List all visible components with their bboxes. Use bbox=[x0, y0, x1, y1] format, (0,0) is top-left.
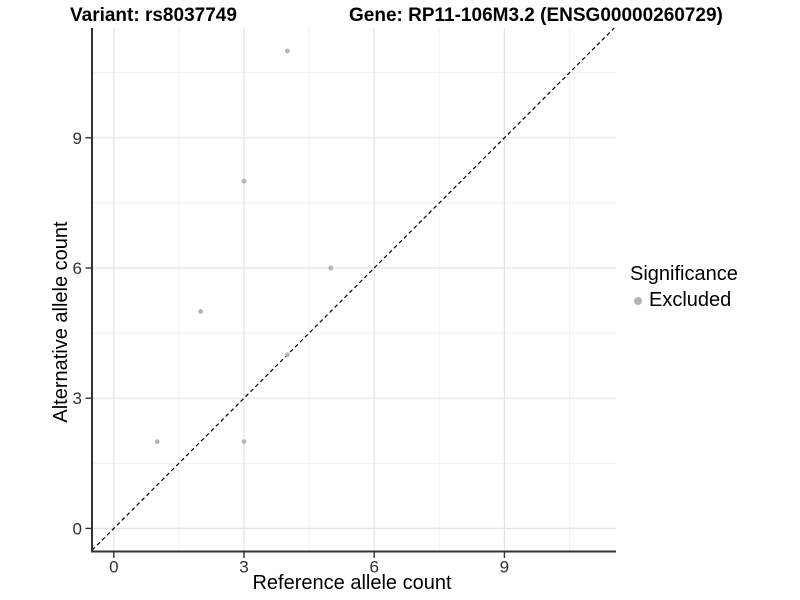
data-point bbox=[241, 439, 247, 444]
legend-item-label: Excluded bbox=[649, 289, 732, 311]
legend: Significance Excluded bbox=[630, 263, 738, 312]
identity-dashed-line bbox=[91, 27, 615, 551]
data-point bbox=[285, 48, 290, 54]
data-point bbox=[241, 178, 247, 184]
x-tick-label: 3 bbox=[239, 558, 248, 577]
excluded-point-icon bbox=[634, 296, 642, 305]
variant-title: Variant: rs8037749 bbox=[70, 5, 237, 26]
y-tick-label: 0 bbox=[73, 519, 82, 538]
legend-title: Significance bbox=[630, 263, 738, 285]
y-tick-label: 9 bbox=[73, 129, 82, 148]
data-point bbox=[198, 309, 204, 314]
x-axis-label: Reference allele count bbox=[252, 572, 452, 594]
x-tick-label: 6 bbox=[369, 558, 378, 577]
legend-item-excluded: Excluded bbox=[630, 289, 738, 312]
y-axis-label: Alternative allele count bbox=[50, 221, 72, 423]
data-point bbox=[154, 439, 160, 444]
x-tick-label: 9 bbox=[500, 558, 509, 577]
data-point bbox=[328, 265, 334, 271]
y-tick-label: 3 bbox=[73, 389, 82, 408]
x-tick-label: 0 bbox=[109, 558, 118, 577]
data-point bbox=[285, 352, 290, 358]
gene-title: Gene: RP11-106M3.2 (ENSG00000260729) bbox=[349, 5, 723, 26]
y-tick-label: 6 bbox=[73, 259, 82, 278]
